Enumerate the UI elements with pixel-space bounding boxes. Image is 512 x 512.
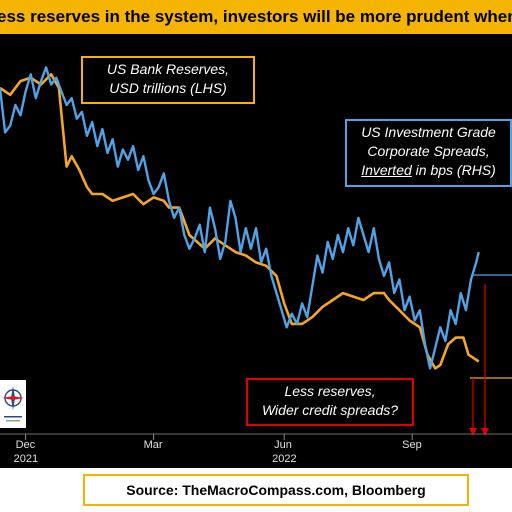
reserves-label-line2: USD trillions (LHS) <box>109 80 227 96</box>
chart-title: ess reserves in the system, investors wi… <box>0 7 512 26</box>
reserves-drop-arrowhead <box>469 428 477 436</box>
spreads-inverted-word: Inverted <box>361 162 412 178</box>
series-line-reserves <box>0 73 480 370</box>
chart-plot-area: US Bank Reserves, USD trillions (LHS) US… <box>0 34 512 468</box>
x-tick-label: Jun <box>274 439 292 451</box>
source-text: Source: TheMacroCompass.com, Bloomberg <box>126 482 426 498</box>
compass-logo-icon <box>0 380 26 428</box>
chart-svg <box>0 66 512 440</box>
x-tick-year-label: 2021 <box>13 453 39 465</box>
title-banner: ess reserves in the system, investors wi… <box>0 0 512 34</box>
spreads-label-line3: Inverted in bps (RHS) <box>347 161 510 180</box>
spreads-label-line1: US Investment Grade <box>361 124 496 140</box>
x-tick-label: Sep <box>402 439 422 451</box>
source-box: Source: TheMacroCompass.com, Bloomberg <box>83 474 469 506</box>
x-tick-year-label: 2022 <box>272 453 297 465</box>
less-reserves-box: Less reserves, Wider credit spreads? <box>246 378 414 426</box>
x-tick-label: Mar <box>143 439 163 451</box>
series-line-spreads <box>0 66 480 370</box>
x-axis-ticks <box>25 434 413 440</box>
annotation-overlay <box>0 274 512 440</box>
less-reserves-line2: Wider credit spreads? <box>261 402 399 418</box>
series-layer <box>0 66 480 370</box>
spreads-label-line3-rest: in bps (RHS) <box>411 162 496 178</box>
reserves-label-line1: US Bank Reserves, <box>106 61 230 77</box>
reserves-label-box: US Bank Reserves, USD trillions (LHS) <box>81 56 255 104</box>
spreads-label-line2: Corporate Spreads, <box>367 143 490 159</box>
spreads-drop-arrowhead <box>481 428 489 436</box>
spreads-label-box: US Investment Grade Corporate Spreads, I… <box>345 119 512 187</box>
x-tick-label: Dec <box>15 439 36 451</box>
source-footer: Source: TheMacroCompass.com, Bloomberg <box>0 468 512 512</box>
less-reserves-line1: Less reserves, <box>284 383 376 399</box>
